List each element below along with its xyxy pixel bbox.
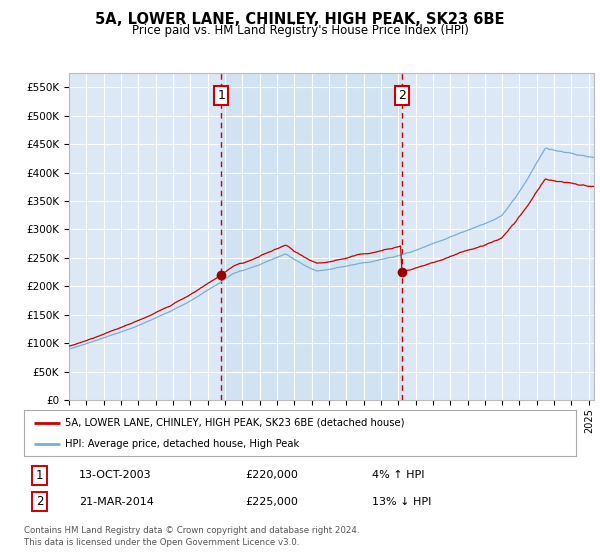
Text: 1: 1: [217, 89, 225, 102]
Text: 5A, LOWER LANE, CHINLEY, HIGH PEAK, SK23 6BE: 5A, LOWER LANE, CHINLEY, HIGH PEAK, SK23…: [95, 12, 505, 27]
Text: Price paid vs. HM Land Registry's House Price Index (HPI): Price paid vs. HM Land Registry's House …: [131, 24, 469, 36]
Text: 4% ↑ HPI: 4% ↑ HPI: [372, 470, 424, 480]
Text: 1: 1: [36, 469, 43, 482]
Text: £220,000: £220,000: [245, 470, 298, 480]
Text: 2: 2: [36, 495, 43, 508]
Text: HPI: Average price, detached house, High Peak: HPI: Average price, detached house, High…: [65, 439, 299, 449]
Bar: [221, 73, 402, 400]
Text: 13% ↓ HPI: 13% ↓ HPI: [372, 497, 431, 507]
Text: 5A, LOWER LANE, CHINLEY, HIGH PEAK, SK23 6BE (detached house): 5A, LOWER LANE, CHINLEY, HIGH PEAK, SK23…: [65, 418, 405, 428]
Text: 2: 2: [398, 89, 406, 102]
Text: Contains HM Land Registry data © Crown copyright and database right 2024.
This d: Contains HM Land Registry data © Crown c…: [24, 526, 359, 547]
Text: £225,000: £225,000: [245, 497, 298, 507]
Text: 13-OCT-2003: 13-OCT-2003: [79, 470, 152, 480]
Text: 21-MAR-2014: 21-MAR-2014: [79, 497, 154, 507]
